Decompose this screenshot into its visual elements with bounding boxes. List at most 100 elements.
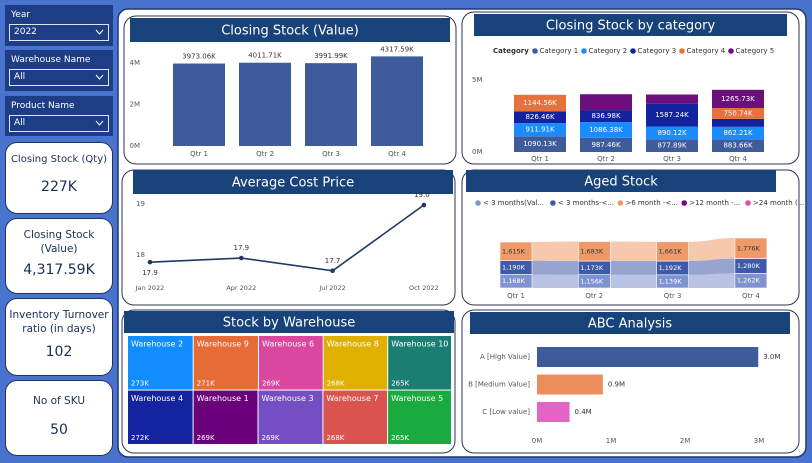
data-label: 1086.38K bbox=[589, 126, 623, 134]
kpi-label: Closing Stock (Value) bbox=[23, 229, 95, 255]
data-label: 987.46K bbox=[591, 141, 620, 149]
ribbon-segment bbox=[734, 237, 768, 259]
tile-value: 272K bbox=[131, 434, 149, 442]
treemap-tile bbox=[323, 336, 388, 390]
bar bbox=[371, 56, 423, 147]
legend-label: < 3 months(Val... bbox=[483, 199, 544, 207]
tile-value: 269K bbox=[262, 380, 280, 388]
x-tick-label: Qtr 3 bbox=[663, 155, 681, 163]
chart-title: Average Cost Price bbox=[232, 176, 354, 191]
legend-label: Category 4 bbox=[687, 47, 726, 55]
data-label: 877.89K bbox=[657, 142, 686, 150]
data-label: 4317.59K bbox=[380, 45, 414, 53]
title-banner bbox=[470, 312, 790, 334]
treemap-tile bbox=[258, 336, 323, 390]
legend-marker bbox=[532, 48, 538, 54]
data-label: 4011.71K bbox=[248, 52, 282, 60]
bar-segment bbox=[712, 118, 764, 127]
title-banner bbox=[133, 170, 453, 194]
ribbon-segment bbox=[656, 241, 689, 262]
x-tick-label: Qtr 4 bbox=[742, 292, 760, 300]
data-label: 19.0 bbox=[414, 191, 430, 199]
bar bbox=[537, 402, 570, 422]
x-tick-label: 3M bbox=[754, 437, 765, 445]
treemap-tile bbox=[193, 336, 258, 390]
tile-value: 268K bbox=[327, 380, 345, 388]
x-tick-label: 1M bbox=[606, 437, 617, 445]
data-label: 890.12K bbox=[657, 129, 686, 137]
treemap-tile bbox=[258, 390, 323, 444]
x-tick-label: 2M bbox=[680, 437, 691, 445]
data-label: 1,156K bbox=[580, 277, 604, 285]
data-label: 862.21K bbox=[723, 129, 752, 137]
legend-marker bbox=[681, 200, 687, 206]
kpi-value: 102 bbox=[45, 344, 73, 360]
bar-segment bbox=[580, 94, 632, 111]
bar bbox=[537, 347, 759, 367]
x-tick-label: Jan 2022 bbox=[135, 284, 165, 292]
kpi-card: Closing Stock (Value) 4,317.59K bbox=[5, 218, 113, 294]
chart-title: Closing Stock (Value) bbox=[221, 24, 359, 39]
title-banner bbox=[474, 14, 787, 36]
bar bbox=[239, 62, 291, 147]
legend-label: Category 2 bbox=[589, 47, 628, 55]
legend-marker bbox=[475, 200, 481, 206]
bar-segment bbox=[514, 94, 566, 112]
ribbon bbox=[688, 258, 735, 275]
data-label: 1265.73K bbox=[721, 95, 755, 103]
year-filter: Year 2022 bbox=[5, 5, 113, 46]
tile-value: 269K bbox=[197, 434, 215, 442]
chart-title: Aged Stock bbox=[584, 175, 658, 190]
kpi-label: Inventory Turnover ratio (in days) bbox=[9, 309, 109, 335]
data-label: 750.74K bbox=[723, 109, 752, 117]
tile-label: Warehouse 2 bbox=[131, 340, 183, 349]
data-label: 1144.56K bbox=[523, 99, 557, 107]
data-label: 1,173K bbox=[580, 264, 604, 272]
data-label: 1090.13K bbox=[523, 140, 557, 148]
data-label: 1,139K bbox=[659, 277, 683, 285]
x-tick-label: Qtr 1 bbox=[190, 150, 208, 158]
chevron bbox=[95, 29, 104, 35]
legend-marker bbox=[581, 48, 587, 54]
tile-value: 268K bbox=[326, 434, 344, 442]
tile-label: Warehouse 3 bbox=[262, 394, 314, 403]
data-label: 0.9M bbox=[608, 381, 625, 389]
legend-label: < 3 months-<... bbox=[558, 199, 614, 207]
dropdown[interactable]: All bbox=[9, 115, 109, 132]
ribbon bbox=[688, 273, 735, 288]
title-banner bbox=[130, 18, 450, 42]
tile-label: Warehouse 1 bbox=[197, 394, 249, 403]
chart-title: Closing Stock by category bbox=[546, 19, 716, 34]
data-label: 1,262K bbox=[737, 277, 761, 285]
legend-title: Category bbox=[493, 47, 529, 55]
legend-label: >24 month (... bbox=[753, 199, 804, 207]
legend-label: >6 month -<... bbox=[625, 199, 678, 207]
x-tick-label: Qtr 3 bbox=[664, 292, 682, 300]
data-label: 836.98K bbox=[591, 112, 620, 120]
y-tick-label: 2M bbox=[130, 100, 141, 108]
data-label: 0.4M bbox=[575, 408, 592, 416]
product-filter: Product Name All bbox=[5, 96, 113, 136]
legend-marker bbox=[679, 48, 685, 54]
data-label: 883.66K bbox=[723, 142, 752, 150]
data-label: 1,190K bbox=[502, 264, 526, 272]
legend-label: Category 3 bbox=[638, 47, 677, 55]
legend-label: Category 1 bbox=[540, 47, 579, 55]
title-banner bbox=[124, 311, 454, 333]
data-label: 1,683K bbox=[580, 247, 604, 255]
dropdown[interactable]: 2022 bbox=[9, 24, 109, 41]
y-tick-label: 4M bbox=[130, 59, 141, 67]
bar-segment bbox=[646, 139, 698, 152]
x-tick-label: Qtr 2 bbox=[597, 155, 615, 163]
dropdown[interactable]: All bbox=[9, 69, 109, 86]
treemap-tile bbox=[193, 390, 258, 444]
ribbon-segment bbox=[577, 241, 611, 262]
ribbon bbox=[610, 261, 657, 275]
bar-segment bbox=[580, 110, 632, 123]
chart-title: ABC Analysis bbox=[588, 317, 673, 332]
data-label: 1,661K bbox=[659, 247, 683, 255]
tile-label: Warehouse 6 bbox=[262, 340, 314, 349]
legend-marker bbox=[630, 48, 636, 54]
treemap-tile bbox=[388, 336, 451, 390]
